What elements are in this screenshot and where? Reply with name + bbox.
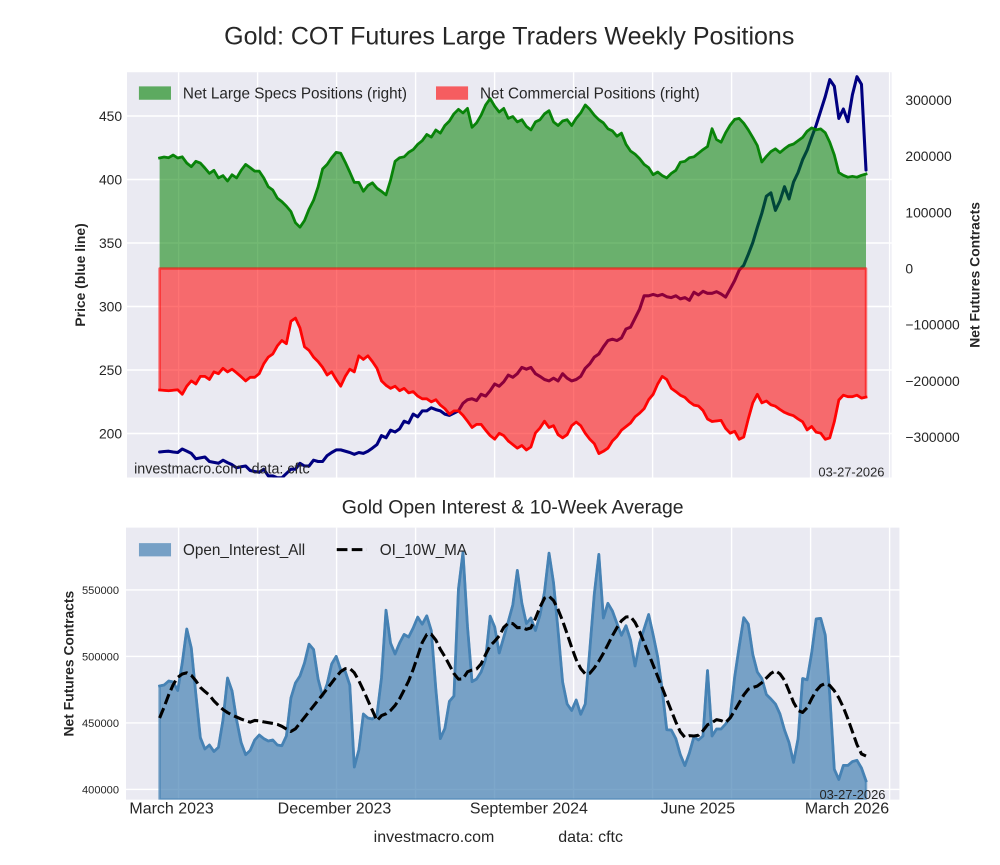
svg-text:data: cftc: data: cftc (252, 462, 310, 478)
svg-text:Net Futures Contracts: Net Futures Contracts (61, 590, 77, 736)
svg-text:300000: 300000 (905, 92, 952, 108)
svg-text:investmacro.com: investmacro.com (374, 829, 495, 846)
svg-text:400000: 400000 (82, 784, 119, 796)
svg-text:−200000: −200000 (905, 373, 960, 389)
svg-text:Net Futures Contracts: Net Futures Contracts (967, 202, 983, 348)
svg-text:400: 400 (99, 172, 122, 188)
svg-text:March 2023: March 2023 (129, 800, 213, 817)
svg-text:March 2026: March 2026 (805, 800, 889, 817)
svg-text:200: 200 (99, 426, 122, 442)
svg-text:June 2025: June 2025 (661, 800, 736, 817)
svg-text:data: cftc: data: cftc (558, 829, 623, 846)
svg-text:−300000: −300000 (905, 429, 960, 445)
svg-text:250: 250 (99, 362, 122, 378)
svg-text:0: 0 (905, 261, 913, 277)
svg-text:450: 450 (99, 108, 122, 124)
svg-text:03-27-2026: 03-27-2026 (819, 787, 885, 802)
svg-text:350: 350 (99, 235, 122, 251)
svg-text:investmacro.com: investmacro.com (134, 462, 242, 478)
svg-text:September 2024: September 2024 (470, 800, 588, 817)
svg-text:550000: 550000 (82, 585, 119, 597)
svg-text:03-27-2026: 03-27-2026 (818, 464, 884, 479)
svg-text:Gold: COT Futures Large Trader: Gold: COT Futures Large Traders Weekly P… (224, 23, 794, 51)
svg-text:100000: 100000 (905, 204, 952, 220)
svg-text:Open_Interest_All: Open_Interest_All (183, 542, 305, 559)
svg-text:Net Commercial Positions (righ: Net Commercial Positions (right) (480, 85, 700, 102)
svg-text:December 2023: December 2023 (278, 800, 392, 817)
svg-text:Gold Open Interest & 10-Week A: Gold Open Interest & 10-Week Average (342, 497, 684, 519)
svg-text:300: 300 (99, 299, 122, 315)
svg-text:−100000: −100000 (905, 317, 960, 333)
svg-text:450000: 450000 (82, 718, 119, 730)
svg-text:Net Large Specs Positions (rig: Net Large Specs Positions (right) (183, 85, 407, 102)
svg-text:200000: 200000 (905, 148, 952, 164)
svg-text:OI_10W_MA: OI_10W_MA (380, 542, 468, 559)
svg-text:Price (blue line): Price (blue line) (72, 223, 88, 326)
svg-text:500000: 500000 (82, 651, 119, 663)
